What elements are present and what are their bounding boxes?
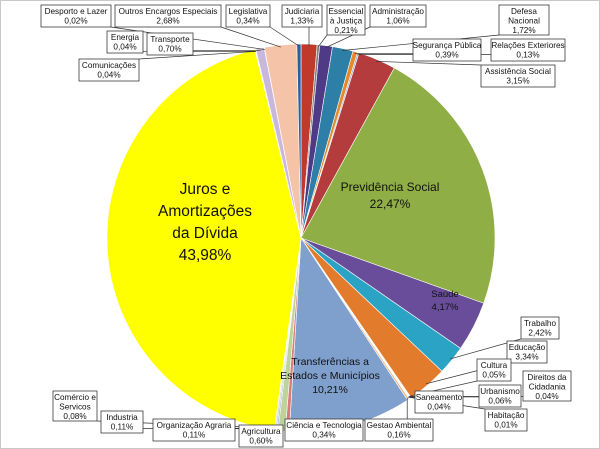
callout-box-outros-encargos-especiais bbox=[114, 4, 222, 28]
data-label-saude: Saúde 4,17% bbox=[431, 289, 459, 313]
callout-box-assistencia-social bbox=[480, 64, 556, 88]
callout-box-defesa-nacional bbox=[498, 4, 550, 36]
callout-box-transporte bbox=[146, 32, 194, 56]
callout-transporte: Transporte 0,70% bbox=[146, 32, 194, 56]
data-label-defesa-nacional: Defesa Nacional 1,72% bbox=[508, 7, 540, 35]
callout-agricultura: Agricultura 0,60% bbox=[238, 424, 284, 448]
callout-saneamento: Saneamento 0,04% bbox=[414, 390, 464, 414]
data-label-urbanismo: Urbanismo 0,06% bbox=[480, 387, 520, 406]
callout-box-trabalho bbox=[520, 316, 560, 340]
callout-box-industria bbox=[100, 410, 144, 434]
callout-box-seguranca-publica bbox=[412, 38, 482, 62]
callout-box-legislativa bbox=[225, 4, 271, 28]
callout-box-comercio-e-servicos bbox=[52, 390, 98, 422]
data-label-outros-encargos-especiais: Outros Encargos Especiais 2,68% bbox=[119, 7, 218, 26]
callout-box-direitos-da-cidadania bbox=[522, 370, 572, 402]
callout-assistencia-social: Assistência Social 3,15% bbox=[480, 64, 556, 88]
callout-desporto-e-lazer: Desporto e Lazer 0,02% bbox=[40, 4, 112, 28]
data-label-saneamento: Saneamento 0,04% bbox=[416, 393, 463, 412]
data-label-habitacao: Habitação 0,01% bbox=[488, 411, 525, 430]
callout-ciencia-e-tecnologia: Ciência e Tecnologia 0,34% bbox=[284, 418, 364, 442]
data-label-legislativa: Legislativa 0,34% bbox=[229, 7, 268, 26]
data-label-previdencia-social: Previdência Social 22,47% bbox=[341, 180, 440, 211]
data-label-ciencia-e-tecnologia: Ciência e Tecnologia 0,34% bbox=[286, 421, 362, 440]
callout-box-essencial-a-justica bbox=[326, 4, 366, 36]
callout-direitos-da-cidadania: Direitos da Cidadania 0,04% bbox=[522, 370, 572, 402]
leader-legislativa bbox=[269, 26, 300, 47]
data-label-essencial-a-justica: Essencial à Justiça 0,21% bbox=[328, 7, 363, 35]
callout-box-habitacao bbox=[484, 408, 528, 432]
callout-organizacao-agraria: Organização Agraria 0,11% bbox=[152, 418, 236, 442]
callout-box-relacoes-exteriores bbox=[490, 38, 566, 62]
callout-outros-encargos-especiais: Outros Encargos Especiais 2,68% bbox=[114, 4, 222, 28]
callout-box-desporto-e-lazer bbox=[40, 4, 112, 28]
callout-labels: Judiciaria 1,33% Essencial à Justiça 0,21% Ad… bbox=[40, 4, 572, 448]
callout-defesa-nacional: Defesa Nacional 1,72% bbox=[498, 4, 550, 36]
data-label-judiciaria: Judiciaria 1,33% bbox=[285, 7, 320, 26]
callout-trabalho: Trabalho 2,42% bbox=[520, 316, 560, 340]
data-label-transporte: Transporte 0,70% bbox=[150, 35, 190, 54]
callout-legislativa: Legislativa 0,34% bbox=[225, 4, 271, 28]
pie-slices bbox=[106, 43, 496, 433]
callout-box-saneamento bbox=[414, 390, 464, 414]
leader-essencial-a-justica bbox=[318, 34, 328, 48]
data-label-direitos-da-cidadania: Direitos da Cidadania 0,04% bbox=[527, 373, 567, 401]
slice-juros-e-amortizacoes-da-divida bbox=[106, 49, 302, 431]
data-label-gestao-ambiental: Gestao Ambiental 0,16% bbox=[367, 421, 432, 440]
callout-relacoes-exteriores: Relações Exteriores 0,13% bbox=[490, 38, 566, 62]
callout-cultura: Cultura 0,05% bbox=[476, 358, 512, 382]
data-label-relacoes-exteriores: Relações Exteriores 0,13% bbox=[491, 41, 564, 60]
data-label-trabalho: Trabalho 2,42% bbox=[524, 319, 556, 338]
data-label-energia: Energia 0,04% bbox=[111, 33, 140, 52]
data-label-comunicacoes: Comunicações 0,04% bbox=[82, 61, 136, 80]
data-label-juros-e-amortizacoes-da-divida: Juros e Amortizações da Dívida 43,98% bbox=[158, 181, 252, 264]
leader-assistencia-social bbox=[376, 61, 482, 66]
data-label-agricultura: Agricultura 0,60% bbox=[241, 427, 281, 446]
callout-box-educacao bbox=[506, 340, 548, 364]
data-label-desporto-e-lazer: Desporto e Lazer 0,02% bbox=[45, 7, 108, 26]
callout-comercio-e-servicos: Comércio e Servicos 0,08% bbox=[52, 390, 98, 422]
data-label-educacao: Educação 3,34% bbox=[509, 343, 546, 362]
callout-gestao-ambiental: Gestao Ambiental 0,16% bbox=[364, 418, 434, 442]
data-label-seguranca-publica: Segurança Pública 0,39% bbox=[413, 41, 482, 60]
slice-legislativa bbox=[296, 43, 302, 239]
data-label-administracao: Administração 1,06% bbox=[372, 7, 424, 26]
callout-box-judiciaria bbox=[281, 4, 323, 28]
callout-box-energia bbox=[106, 30, 144, 54]
data-label-assistencia-social: Assistência Social 3,15% bbox=[485, 67, 551, 86]
data-label-organizacao-agraria: Organização Agraria 0,11% bbox=[157, 421, 232, 440]
callout-box-ciencia-e-tecnologia bbox=[284, 418, 364, 442]
callout-box-administracao bbox=[369, 4, 427, 28]
callout-box-agricultura bbox=[238, 424, 284, 448]
leader-comunicacoes bbox=[138, 51, 256, 60]
data-label-transferencias-a-estados-e-municipios: Transferências a Estados e Municípios 10,2… bbox=[280, 356, 380, 396]
callout-comunicacoes: Comunicações 0,04% bbox=[78, 58, 140, 82]
slice-previdencia-social bbox=[300, 67, 496, 304]
callout-energia: Energia 0,04% bbox=[106, 30, 144, 54]
callout-box-gestao-ambiental bbox=[364, 418, 434, 442]
callout-essencial-a-justica: Essencial à Justiça 0,21% bbox=[326, 4, 366, 36]
callout-habitacao: Habitação 0,01% bbox=[484, 408, 528, 432]
callout-box-cultura bbox=[476, 358, 512, 382]
callout-box-comunicacoes bbox=[78, 58, 140, 82]
data-label-comercio-e-servicos: Comércio e Servicos 0,08% bbox=[54, 393, 96, 421]
data-label-industria: Industria 0,11% bbox=[106, 413, 138, 432]
callout-box-organizacao-agraria bbox=[152, 418, 236, 442]
callout-industria: Industria 0,11% bbox=[100, 410, 144, 434]
callout-urbanismo: Urbanismo 0,06% bbox=[478, 384, 522, 408]
callout-box-urbanismo bbox=[478, 384, 522, 408]
callout-judiciaria: Judiciaria 1,33% bbox=[281, 4, 323, 28]
leader-outros-encargos-especiais bbox=[220, 26, 281, 48]
callout-educacao: Educação 3,34% bbox=[506, 340, 548, 364]
callout-administracao: Administração 1,06% bbox=[369, 4, 427, 28]
inside-labels: Previdência Social 22,47% Saúde 4,17% Transf… bbox=[158, 180, 459, 396]
callout-seguranca-publica: Segurança Pública 0,39% bbox=[412, 38, 482, 62]
data-label-cultura: Cultura 0,05% bbox=[481, 361, 508, 380]
